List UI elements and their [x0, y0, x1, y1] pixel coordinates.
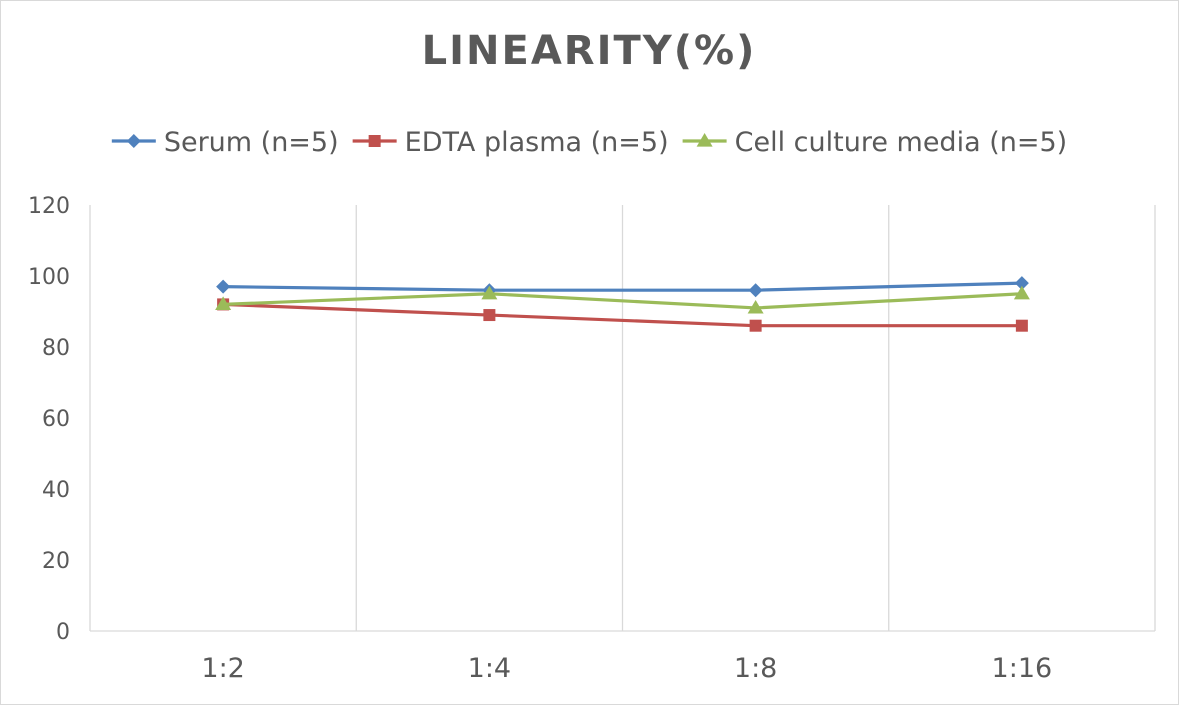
series-line — [223, 281, 1022, 292]
y-tick-label: 0 — [56, 620, 70, 645]
legend: Serum (n=5) EDTA plasma (n=5) Cell culture… — [111, 127, 1068, 158]
legend-item: EDTA plasma (n=5) — [352, 127, 669, 158]
x-axis-ticks: 1:2 1:4 1:8 1:16 — [201, 653, 1052, 684]
series-line — [223, 302, 1022, 328]
y-tick-label: 80 — [42, 336, 70, 361]
data-point — [749, 319, 762, 332]
grid — [89, 205, 1156, 632]
y-tick-label: 120 — [28, 194, 70, 219]
legend-label: Serum (n=5) — [164, 127, 339, 158]
data-point — [1013, 285, 1030, 300]
data-point — [1014, 276, 1029, 291]
x-tick-label: 1:4 — [468, 653, 511, 684]
legend-item: Serum (n=5) — [111, 127, 339, 158]
series-3 — [215, 285, 1030, 314]
data-point — [481, 285, 498, 300]
series-line — [223, 292, 1022, 310]
x-tick-label: 1:16 — [992, 653, 1053, 684]
y-axis-ticks: 0 20 40 60 80 100 120 — [28, 194, 70, 645]
data-point — [483, 309, 496, 322]
data-point — [215, 296, 232, 310]
legend-marker — [368, 135, 381, 147]
y-tick-label: 40 — [42, 478, 70, 503]
series-group — [215, 276, 1030, 332]
legend-label: EDTA plasma (n=5) — [405, 127, 669, 158]
legend-marker — [126, 134, 141, 148]
data-point — [1015, 319, 1028, 332]
y-tick-label: 20 — [42, 549, 70, 574]
data-point — [216, 279, 231, 294]
x-tick-label: 1:2 — [201, 653, 244, 684]
legend-marker — [696, 133, 713, 147]
data-point — [748, 283, 763, 298]
y-tick-label: 60 — [42, 407, 70, 432]
chart-title: LINEARITY(%) — [422, 28, 757, 74]
y-tick-label: 100 — [28, 265, 70, 290]
data-point — [747, 299, 764, 314]
legend-label: Cell culture media (n=5) — [735, 127, 1068, 158]
legend-item: Cell culture media (n=5) — [682, 127, 1068, 158]
x-tick-label: 1:8 — [734, 653, 777, 684]
